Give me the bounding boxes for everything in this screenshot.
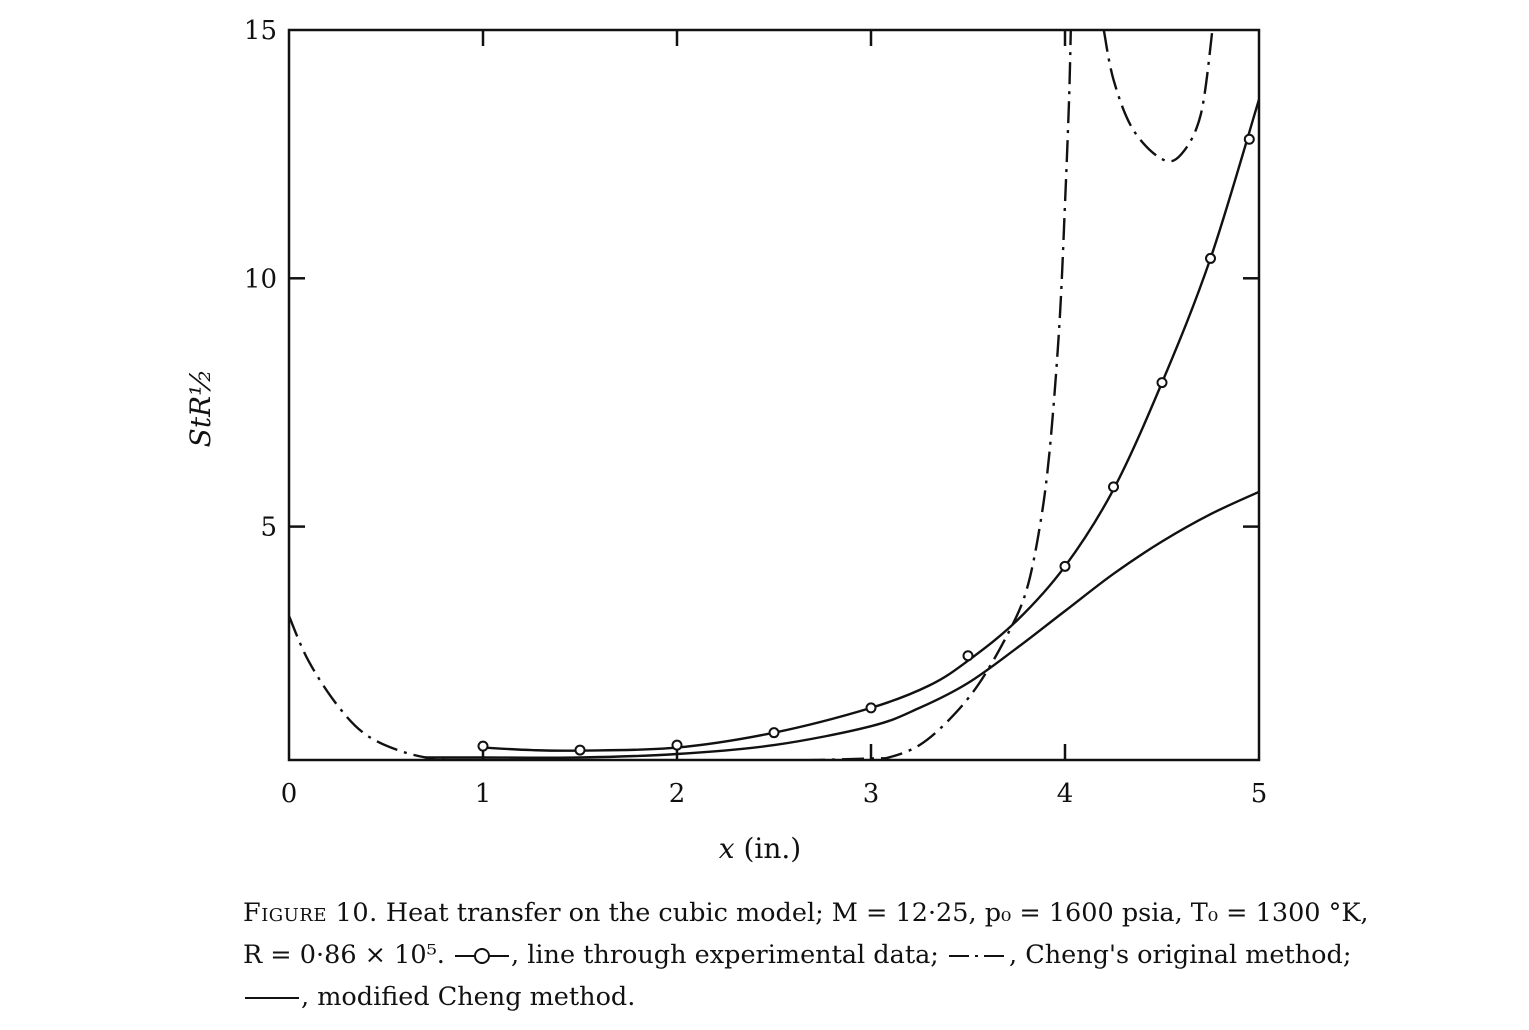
caption-text-2: R = 0·86 × 10⁵. — [243, 940, 445, 970]
cheng-original-curve — [289, 29, 1072, 760]
data-point — [671, 739, 683, 751]
chart: 0 1 2 3 4 5 5 10 15 x (in.) StR½ — [184, 16, 1268, 865]
caption-text-1: Heat transfer on the cubic model; M = 12… — [385, 898, 1369, 928]
y-tick-label: 10 — [244, 264, 277, 294]
plot-frame — [287, 28, 1261, 762]
y-tick-label: 5 — [260, 513, 277, 543]
series-2 — [289, 29, 1214, 760]
caption-line-3: , modified Cheng method. — [243, 976, 1513, 1018]
caption-figure-label: Figure 10. — [243, 898, 378, 928]
experimental-curve — [482, 99, 1259, 752]
series-layer — [289, 29, 1259, 760]
legend-symbol-cheng-original — [948, 955, 1007, 957]
legend-symbol-modified-cheng — [245, 997, 299, 999]
y-tick-labels: 5 10 15 — [244, 16, 277, 543]
x-tick-label: 3 — [863, 779, 880, 809]
x-tick-labels: 0 1 2 3 4 5 — [281, 779, 1268, 809]
x-axis-title: x (in.) — [719, 832, 801, 865]
plot-area — [289, 29, 1259, 760]
series-3 — [424, 490, 1259, 759]
caption-line-2: R = 0·86 × 10⁵. , line through experimen… — [243, 934, 1513, 976]
x-tick-label: 4 — [1057, 779, 1074, 809]
x-tick-label: 0 — [281, 779, 298, 809]
legend-symbol-experimental — [455, 948, 510, 964]
data-point — [1108, 481, 1119, 493]
data-point — [1156, 377, 1168, 389]
data-point — [962, 650, 974, 662]
data-point — [477, 740, 489, 752]
legend-label-cheng-original: , Cheng's original method; — [1008, 940, 1352, 970]
series-1 — [477, 99, 1259, 756]
data-point — [865, 702, 877, 714]
x-tick-label: 5 — [1251, 779, 1268, 809]
y-axis-title: StR½ — [184, 369, 217, 448]
data-point — [1243, 133, 1255, 145]
caption-line-1: Figure 10. Heat transfer on the cubic mo… — [243, 892, 1513, 934]
axis-ticks — [289, 30, 1259, 760]
data-point — [1205, 252, 1216, 264]
x-tick-label: 1 — [475, 779, 492, 809]
modified-cheng-curve — [424, 490, 1259, 759]
legend-label-experimental: , line through experimental data; — [511, 940, 939, 970]
data-point — [574, 744, 586, 756]
legend-label-modified-cheng: , modified Cheng method. — [301, 982, 636, 1012]
x-tick-label: 2 — [669, 779, 686, 809]
y-tick-label: 15 — [244, 16, 277, 46]
data-point — [768, 727, 780, 739]
data-point — [1059, 560, 1071, 572]
cheng-original-curve — [1102, 29, 1214, 163]
figure-caption: Figure 10. Heat transfer on the cubic mo… — [243, 892, 1513, 1018]
